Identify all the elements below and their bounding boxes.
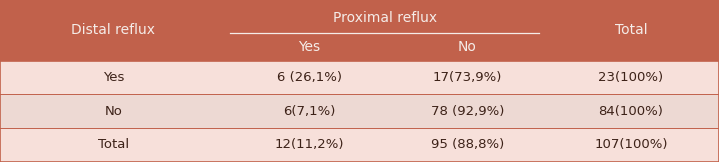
Text: No: No	[458, 40, 477, 54]
Text: 95 (88,8%): 95 (88,8%)	[431, 139, 504, 151]
Text: 17(73,9%): 17(73,9%)	[433, 71, 502, 84]
Text: 107(100%): 107(100%)	[594, 139, 668, 151]
Text: 12(11,2%): 12(11,2%)	[275, 139, 344, 151]
Bar	[0, 128, 719, 162]
Text: 23(100%): 23(100%)	[598, 71, 664, 84]
Text: 84(100%): 84(100%)	[598, 105, 664, 118]
Text: No: No	[104, 105, 122, 118]
Text: Proximal reflux: Proximal reflux	[333, 11, 436, 25]
Text: Total: Total	[615, 23, 647, 37]
Text: Yes: Yes	[298, 40, 320, 54]
Text: Distal reflux: Distal reflux	[71, 23, 155, 37]
Bar	[0, 61, 719, 94]
Bar	[0, 94, 719, 128]
Text: Yes: Yes	[103, 71, 124, 84]
Text: 6(7,1%): 6(7,1%)	[283, 105, 335, 118]
Text: 78 (92,9%): 78 (92,9%)	[431, 105, 504, 118]
Text: 6 (26,1%): 6 (26,1%)	[277, 71, 342, 84]
Bar	[0, 0, 719, 61]
Text: Total: Total	[98, 139, 129, 151]
